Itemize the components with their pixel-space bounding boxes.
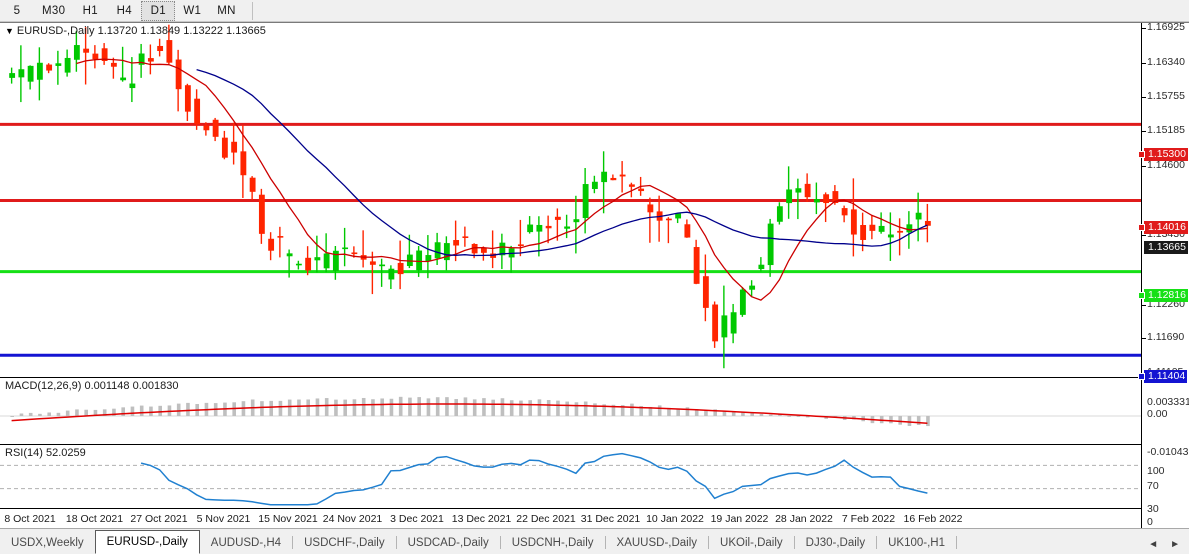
timeframe-button-m30[interactable]: M30 [42, 4, 66, 17]
tab-divider [395, 535, 397, 549]
price-scale-label-3: 1.15185 [1147, 124, 1185, 137]
collapse-arrow-icon[interactable]: ▼ [5, 26, 14, 36]
chart-tab-usdchf-daily[interactable]: USDCHF-,Daily [304, 537, 385, 549]
rsi-scale-label-0: 100 [1147, 465, 1165, 477]
date-axis-label-3: 5 Nov 2021 [196, 513, 251, 525]
chart-tab-xauusd-daily[interactable]: XAUUSD-,Daily [616, 537, 698, 549]
chart-tab-dj30-daily[interactable]: DJ30-,Daily [805, 537, 866, 549]
date-axis-label-14: 16 Feb 2022 [903, 513, 963, 525]
timeframe-button-5[interactable]: 5 [13, 4, 21, 17]
macd-scale-label-2: -0.01043 [1147, 446, 1189, 458]
chart-tab-ukoil-daily[interactable]: UKOil-,Daily [720, 537, 783, 549]
date-axis-label-12: 28 Jan 2022 [775, 513, 833, 525]
rsi-scale-label-3: 0 [1147, 516, 1153, 528]
price-pane-title: EURUSD-,Daily 1.13720 1.13849 1.13222 1.… [16, 25, 266, 37]
macd-pane[interactable]: MACD(12,26,9) 0.001148 0.001830 [0, 377, 1141, 443]
rsi-pane[interactable]: RSI(14) 52.0259 [0, 444, 1141, 507]
date-axis-label-4: 15 Nov 2021 [258, 513, 318, 525]
tab-divider [604, 535, 606, 549]
scroll-right-icon[interactable]: ► [1170, 539, 1180, 550]
rsi-label: RSI(14) 52.0259 [5, 447, 86, 459]
chart-tab-audusd-h4[interactable]: AUDUSD-,H4 [210, 537, 282, 549]
scale-tick [1142, 131, 1146, 133]
price-scale-label-1: 1.16340 [1147, 55, 1185, 68]
tab-scroll-controls: ◄ ► [1148, 539, 1189, 554]
price-chart-canvas[interactable] [0, 23, 1141, 376]
price-pane[interactable]: ▼ EURUSD-,Daily 1.13720 1.13849 1.13222 1… [0, 23, 1141, 376]
timeframe-button-mn[interactable]: MN [217, 4, 236, 17]
date-axis-label-10: 10 Jan 2022 [646, 513, 704, 525]
scale-tick [1142, 304, 1146, 306]
tab-divider [292, 535, 294, 549]
ma-slow-line [196, 68, 928, 257]
rsi-line [140, 452, 928, 506]
price-tag-support[interactable]: 1.11404 [1138, 370, 1188, 383]
macd-scale-label-0: 0.003331 [1147, 396, 1189, 408]
date-axis: 8 Oct 2021 18 Oct 2021 27 Oct 2021 5 Nov 20… [0, 508, 1141, 529]
timeframe-toolbar: 5 M30 H1 H4 D1 W1 MN [0, 0, 1189, 22]
price-tag-handle-icon[interactable] [1138, 151, 1145, 158]
price-scale-label-6: 1.12260 [1147, 297, 1185, 310]
chart-tab-usdcnh-daily[interactable]: USDCNH-,Daily [511, 537, 594, 549]
tab-divider [876, 535, 878, 549]
rsi-scale-label-2: 30 [1147, 503, 1159, 515]
tab-divider [956, 535, 957, 549]
macd-signal-line [11, 403, 928, 424]
price-tag-support[interactable]: 1.12816 [1138, 289, 1188, 302]
timeframe-button-d1[interactable]: D1 [141, 0, 176, 21]
price-tag-resistance[interactable]: 1.15300 [1138, 148, 1188, 161]
rsi-canvas [0, 452, 1141, 506]
tab-divider [708, 535, 710, 549]
price-scale[interactable]: 1.16925 1.16340 1.15755 1.15185 1.14600 1.134… [1138, 21, 1189, 529]
scroll-left-icon[interactable]: ◄ [1148, 539, 1159, 550]
scale-tick [1142, 97, 1146, 99]
date-axis-label-5: 24 Nov 2021 [322, 513, 383, 525]
price-pane-label: ▼ EURUSD-,Daily 1.13720 1.13849 1.13222 1… [5, 25, 266, 37]
date-axis-label-9: 31 Dec 2021 [580, 513, 641, 525]
scale-tick [1142, 338, 1146, 340]
price-tag-handle-icon[interactable] [1138, 373, 1145, 380]
price-tag-handle-icon[interactable] [1138, 292, 1145, 299]
chart-tab-bar: USDX,Weekly EURUSD-,Daily AUDUSD-,H4 USDCHF… [0, 528, 1189, 554]
price-tag-handle-icon[interactable] [1138, 224, 1145, 231]
price-scale-label-2: 1.15755 [1147, 90, 1185, 103]
ma-fast-line [76, 58, 928, 301]
date-axis-label-1: 18 Oct 2021 [65, 513, 124, 525]
price-tag-resistance[interactable]: 1.14016 [1138, 221, 1188, 234]
price-scale-label-0: 1.16925 [1147, 21, 1185, 33]
price-tag-last-price[interactable]: 1.13665 [1144, 241, 1188, 254]
macd-histogram [10, 396, 930, 427]
price-scale-label-7: 1.11690 [1147, 331, 1185, 344]
tab-divider [793, 535, 795, 549]
scale-tick [1142, 62, 1146, 64]
timeframe-button-h4[interactable]: H4 [116, 4, 132, 17]
date-axis-label-0: 8 Oct 2021 [4, 513, 56, 525]
date-axis-label-11: 19 Jan 2022 [710, 513, 769, 525]
chart-tab-eurusd-daily[interactable]: EURUSD-,Daily [94, 530, 200, 554]
date-axis-label-8: 22 Dec 2021 [516, 513, 576, 525]
date-axis-label-2: 27 Oct 2021 [130, 513, 188, 525]
macd-label: MACD(12,26,9) 0.001148 0.001830 [5, 380, 179, 392]
macd-canvas [0, 396, 1141, 427]
macd-scale-label-1: 0.00 [1147, 408, 1168, 420]
date-axis-label-7: 13 Dec 2021 [451, 513, 512, 525]
rsi-scale-label-1: 70 [1147, 480, 1159, 492]
candlestick-series [9, 24, 931, 369]
chart-frame[interactable]: ▼ EURUSD-,Daily 1.13720 1.13849 1.13222 1… [0, 21, 1189, 529]
price-scale-label-5: 1.13430 [1147, 228, 1185, 241]
scale-tick [1142, 235, 1146, 237]
chart-tab-usdx-weekly[interactable]: USDX,Weekly [11, 537, 84, 549]
timeframe-button-h1[interactable]: H1 [82, 4, 98, 17]
timeframe-button-w1[interactable]: W1 [183, 4, 202, 17]
date-axis-label-6: 3 Dec 2021 [390, 513, 444, 525]
date-axis-label-13: 7 Feb 2022 [841, 513, 896, 525]
chart-tab-usdcad-daily[interactable]: USDCAD-,Daily [407, 537, 489, 549]
toolbar-divider [251, 1, 253, 20]
tab-divider [499, 535, 501, 549]
scale-tick [1142, 165, 1146, 167]
chart-tab-uk100-h1[interactable]: UK100-,H1 [888, 537, 945, 549]
price-scale-label-4: 1.14600 [1147, 158, 1185, 171]
scale-tick [1142, 28, 1146, 29]
